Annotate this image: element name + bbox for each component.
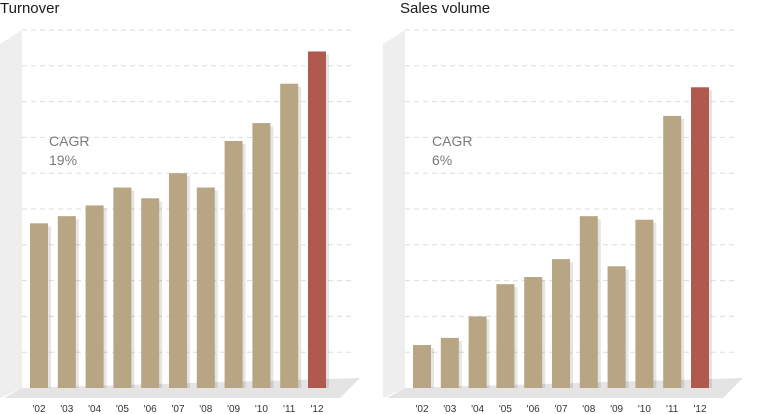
x-tick-label: '03 [443, 404, 456, 414]
turnover-chart: Turnover CAGR 19% '02 '03 '04 '05 '06 '07 '08 '09… [0, 0, 376, 414]
turnover-chart-plot: CAGR 19% '02 '03 '04 '05 '06 '07 '08 '09 '10 '11 '12 [0, 29, 360, 414]
bar [196, 187, 215, 388]
x-tick-label: '10 [255, 404, 268, 414]
cagr-value: 6% [432, 152, 452, 168]
x-tick-label: '11 [666, 404, 679, 414]
bar [141, 198, 160, 388]
bar [85, 205, 104, 388]
x-tick-label: '08 [199, 404, 212, 414]
bar [413, 345, 431, 388]
x-tick-label: '02 [32, 404, 45, 414]
cagr-label: CAGR [49, 133, 89, 149]
x-tick-label: '07 [171, 404, 184, 414]
bar [552, 259, 570, 388]
x-tick-label: '11 [283, 404, 296, 414]
bar [607, 266, 626, 388]
bar [280, 83, 299, 388]
bar-highlight [308, 51, 326, 388]
x-tick-label: '06 [144, 404, 157, 414]
bar [169, 173, 187, 388]
bar [579, 216, 598, 388]
x-tick-label: '05 [499, 404, 512, 414]
bar [524, 277, 543, 388]
bar [468, 316, 487, 388]
x-tick-label: '12 [693, 404, 706, 414]
x-tick-label: '06 [527, 404, 540, 414]
bar [224, 140, 243, 388]
x-tick-label: '05 [116, 404, 129, 414]
bar [113, 187, 132, 388]
x-tick-label: '04 [471, 404, 484, 414]
sales-volume-chart-plot: CAGR 6% '02 '03 '04 '05 '06 '07 '08 '09 '10 '11 '12 [383, 29, 743, 414]
x-tick-label: '09 [610, 404, 623, 414]
x-tick-label: '08 [582, 404, 595, 414]
bar-highlight [691, 87, 709, 388]
x-tick-label: '07 [554, 404, 567, 414]
bar [252, 123, 271, 388]
cagr-value: 19% [49, 152, 77, 168]
x-tick-label: '02 [415, 404, 428, 414]
x-tick-label: '09 [227, 404, 240, 414]
bar [635, 219, 654, 388]
side-wall [0, 30, 22, 398]
bar [30, 223, 48, 388]
side-wall [383, 30, 405, 398]
chart-title: Turnover [0, 0, 60, 17]
chart-title: Sales volume [400, 0, 491, 17]
bar [663, 115, 682, 389]
bar [57, 216, 76, 388]
sales-volume-chart: Sales volume CAGR 6% '02 '03 '04 '05 '06 '07 '08… [383, 0, 759, 414]
x-tick-label: '03 [60, 404, 73, 414]
bar [440, 337, 459, 388]
x-tick-label: '04 [88, 404, 101, 414]
bar [496, 284, 515, 388]
cagr-label: CAGR [432, 133, 472, 149]
x-tick-label: '10 [638, 404, 651, 414]
x-tick-label: '12 [310, 404, 323, 414]
